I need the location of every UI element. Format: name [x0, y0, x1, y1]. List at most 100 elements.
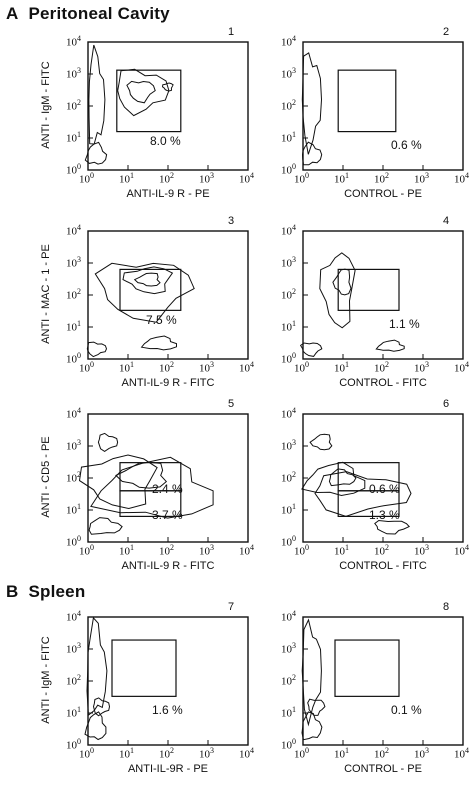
gate-percentage: 7.5 % [146, 313, 177, 327]
x-axis-label: CONTROL - PE [344, 763, 422, 775]
panel-7 [84, 616, 249, 746]
density-contour [117, 68, 170, 117]
x-tick-label: 103 [414, 543, 429, 558]
y-tick-label: 103 [66, 66, 81, 81]
section-title: Peritoneal Cavity [28, 4, 170, 23]
section-b-header: B Spleen [6, 582, 85, 602]
gate-box [119, 490, 182, 517]
x-tick-label: 102 [159, 360, 174, 375]
gate-percentage: 0.1 % [391, 703, 422, 717]
panel-number: 3 [228, 215, 235, 227]
y-tick-label: 100 [66, 534, 81, 549]
panel-8 [301, 616, 464, 746]
x-axis-label: ANTI-IL-9R - PE [127, 763, 209, 775]
density-contour [301, 52, 323, 155]
density-contour [92, 697, 111, 717]
x-tick-label: 104 [454, 360, 469, 375]
panel-5 [78, 413, 249, 543]
y-tick-label: 104 [66, 609, 81, 624]
density-contour [84, 141, 108, 165]
gate-box [337, 69, 397, 133]
density-contour [301, 711, 323, 741]
y-tick-label: 104 [281, 34, 296, 49]
gate-box [116, 69, 182, 133]
y-tick-label: 100 [281, 162, 296, 177]
density-contour [94, 262, 195, 323]
x-tick-label: 104 [454, 543, 469, 558]
y-tick-label: 100 [281, 351, 296, 366]
y-tick-label: 101 [66, 502, 81, 517]
x-tick-label: 102 [374, 543, 389, 558]
section-a-header: A Peritoneal Cavity [6, 4, 170, 24]
y-tick-label: 102 [281, 287, 296, 302]
y-tick-label: 103 [66, 641, 81, 656]
x-tick-label: 104 [239, 543, 254, 558]
plot-frame [302, 413, 464, 543]
y-tick-label: 101 [66, 319, 81, 334]
panel-4 [299, 230, 464, 360]
gate-percentage: 0.6 % [391, 138, 422, 152]
gate-box [337, 268, 400, 311]
x-tick-label: 100 [79, 360, 94, 375]
x-tick-label: 100 [294, 360, 309, 375]
density-contour [86, 616, 108, 717]
density-contour [88, 517, 123, 535]
gate-percentage: 8.0 % [150, 134, 181, 148]
y-tick-label: 101 [281, 705, 296, 720]
density-contour [374, 519, 411, 535]
y-tick-label: 102 [281, 673, 296, 688]
plot-frame [87, 41, 249, 171]
panel-number: 5 [228, 398, 235, 410]
y-tick-label: 104 [66, 406, 81, 421]
density-contour [301, 141, 323, 166]
y-tick-label: 102 [66, 287, 81, 302]
x-tick-label: 101 [334, 746, 349, 761]
panel-number: 2 [443, 26, 450, 38]
y-tick-label: 101 [281, 319, 296, 334]
panel-2 [301, 41, 464, 171]
density-contour [301, 461, 366, 497]
x-tick-label: 104 [239, 171, 254, 186]
y-tick-label: 100 [66, 162, 81, 177]
x-tick-label: 101 [119, 543, 134, 558]
gate-percentage: 2.4 % [152, 482, 183, 496]
x-tick-label: 100 [79, 171, 94, 186]
y-tick-label: 103 [281, 641, 296, 656]
density-contour [140, 335, 177, 351]
panel-number: 8 [443, 601, 450, 613]
x-tick-label: 101 [334, 543, 349, 558]
density-contour [307, 698, 326, 716]
y-tick-label: 101 [281, 130, 296, 145]
gate-percentage: 1.3 % [369, 508, 400, 522]
x-axis-label: ANTI-IL-9 R - FITC [121, 377, 215, 389]
density-contour [332, 268, 352, 296]
gate-percentage: 3.7 % [152, 508, 183, 522]
density-contour [133, 272, 161, 287]
density-contour [314, 471, 412, 517]
y-tick-label: 102 [281, 98, 296, 113]
panel-number: 7 [228, 601, 235, 613]
panel-1 [84, 41, 249, 171]
density-contour [375, 339, 405, 352]
y-tick-label: 102 [66, 98, 81, 113]
density-contour [84, 711, 107, 741]
density-contour [328, 468, 357, 487]
y-tick-label: 103 [66, 438, 81, 453]
x-axis-label: CONTROL - FITC [339, 377, 427, 389]
y-tick-label: 104 [281, 406, 296, 421]
gate-percentage: 1.6 % [152, 703, 183, 717]
x-tick-label: 102 [159, 171, 174, 186]
panel-number: 6 [443, 398, 450, 410]
x-tick-label: 103 [199, 171, 214, 186]
y-tick-label: 104 [281, 609, 296, 624]
y-tick-label: 104 [66, 34, 81, 49]
density-contour [78, 454, 158, 510]
x-tick-label: 103 [414, 746, 429, 761]
x-axis-label: CONTROL - PE [344, 188, 422, 200]
x-tick-label: 104 [239, 746, 254, 761]
density-contour [161, 82, 174, 92]
y-tick-label: 100 [281, 534, 296, 549]
x-tick-label: 103 [199, 360, 214, 375]
density-contour [301, 618, 322, 727]
x-tick-label: 103 [199, 543, 214, 558]
